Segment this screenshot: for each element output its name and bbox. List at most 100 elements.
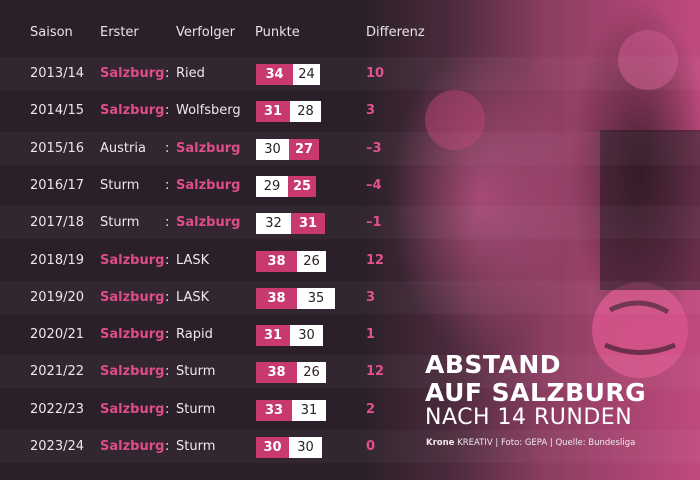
separator-colon: : [165,103,170,118]
first-points-bar: 33 [256,400,292,421]
table-row: 2015/16 Austria: Salzburg 30 27 –3 [0,132,700,165]
header-points: Punkte [255,25,300,40]
brand-name: Krone [426,438,455,448]
separator-colon: : [165,215,170,230]
first-points-bar: 30 [256,437,289,458]
pursuer-team-cell: Salzburg [176,215,241,230]
season-cell: 2016/17 [30,178,85,193]
credits: Krone KREATIV | Foto: GEPA | Quelle: Bun… [426,438,635,448]
credits-separator: | [549,438,556,448]
first-points-bar: 30 [256,139,289,160]
separator-colon: : [165,439,170,454]
table-row: 2018/19 Salzburg: LASK 38 26 12 [0,244,700,277]
season-cell: 2021/22 [30,364,85,379]
first-team-cell: Salzburg [100,439,165,454]
first-team-cell: Salzburg [100,253,165,268]
season-cell: 2017/18 [30,215,85,230]
season-cell: 2014/15 [30,103,85,118]
first-points-bar: 32 [256,213,291,234]
separator-colon: : [165,327,170,342]
season-cell: 2015/16 [30,141,85,156]
separator-colon: : [165,178,170,193]
pursuer-points-bar: 24 [293,64,320,85]
difference-cell: –4 [366,178,382,193]
season-cell: 2023/24 [30,439,85,454]
table-row: 2016/17 Sturm: Salzburg 29 25 –4 [0,169,700,202]
photo-credit: Foto: GEPA [500,438,548,448]
credits-separator: | [495,438,501,448]
pursuer-team-cell: Salzburg [176,178,241,193]
first-team-cell: Austria [100,141,146,156]
season-cell: 2018/19 [30,253,85,268]
difference-cell: 3 [366,103,376,118]
pursuer-points-bar: 26 [297,251,326,272]
header-difference: Differenz [366,25,425,40]
season-cell: 2019/20 [30,290,85,305]
first-points-bar: 34 [256,64,293,85]
header-first: Erster [100,25,139,40]
pursuer-team-cell: Sturm [176,439,216,454]
difference-cell: 10 [366,66,385,81]
first-points-bar: 38 [256,362,297,383]
pursuer-team-cell: Ried [176,66,205,81]
title-line-3: NACH 14 RUNDEN [425,405,633,430]
table-row: 2013/14 Salzburg: Ried 34 24 10 [0,57,700,90]
difference-cell: 3 [366,290,376,305]
separator-colon: : [165,364,170,379]
header-season: Saison [30,25,73,40]
difference-cell: 0 [366,439,376,454]
separator-colon: : [165,141,170,156]
pursuer-team-cell: Sturm [176,402,216,417]
first-points-bar: 31 [256,101,290,122]
difference-cell: 2 [366,402,376,417]
first-points-bar: 31 [256,325,290,346]
pursuer-points-bar: 28 [290,101,321,122]
table-row: 2014/15 Salzburg: Wolfsberg 31 28 3 [0,94,700,127]
separator-colon: : [165,402,170,417]
table-row: 2023/24 Salzburg: Sturm 30 30 0 [0,430,700,463]
first-team-cell: Salzburg [100,402,165,417]
difference-cell: 12 [366,253,385,268]
first-team-cell: Salzburg [100,66,165,81]
pursuer-points-bar: 26 [297,362,326,383]
pursuer-points-bar: 25 [288,176,316,197]
pursuer-points-bar: 31 [291,213,325,234]
first-points-bar: 38 [256,288,297,309]
difference-cell: 12 [366,364,385,379]
pursuer-team-cell: Wolfsberg [176,103,241,118]
first-team-cell: Sturm [100,178,140,193]
pursuer-points-bar: 31 [292,400,326,421]
table-row: 2020/21 Salzburg: Rapid 31 30 1 [0,318,700,351]
pursuer-team-cell: LASK [176,290,210,305]
pursuer-points-bar: 30 [289,437,322,458]
pursuer-team-cell: LASK [176,253,210,268]
difference-cell: 1 [366,327,376,342]
season-cell: 2013/14 [30,66,85,81]
separator-colon: : [165,290,170,305]
first-points-bar: 38 [256,251,297,272]
brand-suffix: KREATIV [457,438,493,448]
pursuer-points-bar: 27 [289,139,319,160]
table-row: 2021/22 Salzburg: Sturm 38 26 12 [0,355,700,388]
pursuer-points-bar: 35 [297,288,335,309]
header-pursuer: Verfolger [176,25,235,40]
difference-cell: –3 [366,141,382,156]
table-row: 2022/23 Salzburg: Sturm 33 31 2 [0,393,700,426]
source-credit: Quelle: Bundesliga [555,438,636,448]
difference-cell: –1 [366,215,382,230]
first-team-cell: Salzburg [100,364,165,379]
table-row: 2017/18 Sturm: Salzburg 32 31 –1 [0,206,700,239]
first-team-cell: Salzburg [100,290,165,305]
pursuer-team-cell: Rapid [176,327,213,342]
season-cell: 2022/23 [30,402,85,417]
first-team-cell: Salzburg [100,103,165,118]
separator-colon: : [165,66,170,81]
first-team-cell: Sturm [100,215,140,230]
pursuer-team-cell: Salzburg [176,141,241,156]
pursuer-points-bar: 30 [290,325,323,346]
title-line-2: AUF SALZBURG [425,378,647,407]
separator-colon: : [165,253,170,268]
table-row: 2019/20 Salzburg: LASK 38 35 3 [0,281,700,314]
pursuer-team-cell: Sturm [176,364,216,379]
